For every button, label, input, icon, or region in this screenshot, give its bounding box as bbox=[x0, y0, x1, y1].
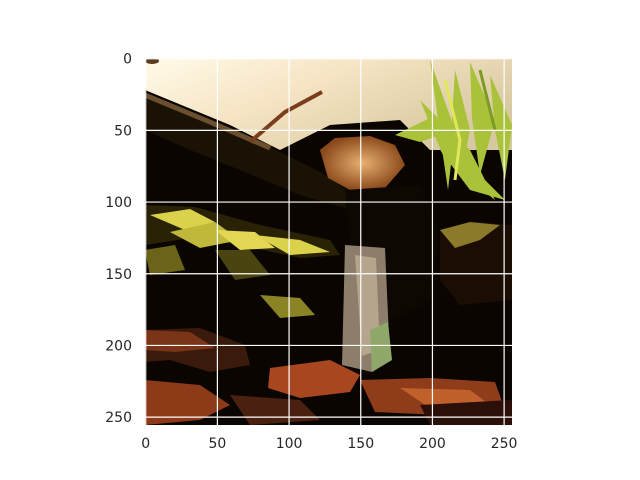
x-tick-label: 50 bbox=[208, 436, 226, 452]
x-tick-label: 250 bbox=[491, 436, 518, 452]
y-tick-label: 200 bbox=[105, 338, 132, 354]
y-axis-ticks: 0 50 100 150 200 250 bbox=[105, 52, 132, 426]
y-tick-label: 0 bbox=[123, 52, 132, 68]
y-tick-label: 150 bbox=[105, 267, 132, 283]
left-foliage bbox=[145, 205, 340, 318]
y-tick-label: 100 bbox=[105, 195, 132, 211]
x-tick-label: 200 bbox=[419, 436, 446, 452]
x-axis-ticks: 0 50 100 150 200 250 bbox=[141, 436, 517, 452]
y-tick-label: 50 bbox=[114, 123, 132, 139]
logs bbox=[145, 328, 512, 425]
x-tick-label: 100 bbox=[276, 436, 303, 452]
x-tick-label: 150 bbox=[347, 436, 374, 452]
grid-lines bbox=[145, 58, 512, 425]
photo-image bbox=[145, 58, 512, 425]
y-tick-label: 250 bbox=[105, 410, 132, 426]
x-tick-label: 0 bbox=[141, 436, 150, 452]
